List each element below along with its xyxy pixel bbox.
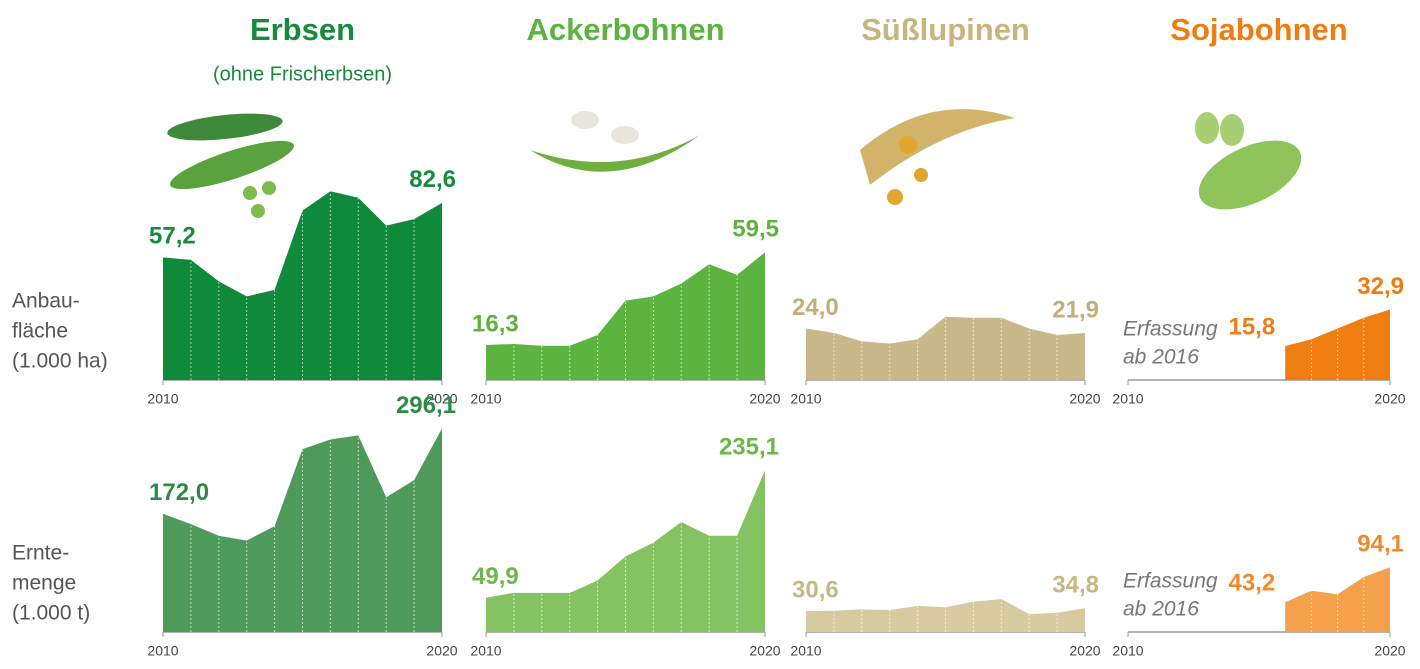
pea xyxy=(251,204,265,218)
soy-bean xyxy=(1220,114,1244,146)
row-label: menge xyxy=(12,572,76,595)
x-tick-label: 2020 xyxy=(749,391,780,407)
note: Erfassung xyxy=(1123,570,1218,593)
bean xyxy=(571,111,599,129)
x-tick-label: 2020 xyxy=(1374,391,1405,407)
soy-bean xyxy=(1195,112,1219,144)
area xyxy=(1285,309,1390,380)
x-tick-label: 2010 xyxy=(147,391,178,407)
x-tick-label: 2020 xyxy=(1069,643,1100,659)
value-label: 30,6 xyxy=(792,576,839,603)
x-tick-label: 2020 xyxy=(1069,391,1100,407)
note: ab 2016 xyxy=(1123,346,1199,369)
x-tick-label: 2010 xyxy=(1112,643,1143,659)
value-label: 57,2 xyxy=(149,223,196,250)
x-tick-label: 2010 xyxy=(470,391,501,407)
lupin-seed xyxy=(914,168,928,182)
x-tick-label: 2010 xyxy=(147,643,178,659)
value-label: 49,9 xyxy=(472,563,519,590)
x-tick-label: 2020 xyxy=(426,391,457,407)
value-label: 59,5 xyxy=(732,216,779,243)
value-label: 94,1 xyxy=(1357,531,1404,558)
x-tick-label: 2010 xyxy=(470,643,501,659)
x-tick-label: 2010 xyxy=(790,643,821,659)
column-title: Süßlupinen xyxy=(861,12,1030,47)
value-label: 24,0 xyxy=(792,294,839,321)
x-tick-label: 2010 xyxy=(1112,391,1143,407)
row-label: (1.000 t) xyxy=(12,602,90,625)
pea xyxy=(262,181,276,195)
area xyxy=(163,191,442,380)
value-label: 21,9 xyxy=(1052,296,1099,323)
lupin-seed xyxy=(899,136,917,154)
value-label: 296,1 xyxy=(396,392,456,419)
column-title: Sojabohnen xyxy=(1170,12,1347,47)
value-label: 82,6 xyxy=(409,166,456,193)
value-label: 43,2 xyxy=(1228,570,1275,597)
pea xyxy=(243,186,257,200)
area xyxy=(486,470,765,632)
area xyxy=(806,316,1085,380)
column-title: Erbsen xyxy=(250,12,355,47)
lupin-pod xyxy=(860,109,1015,185)
x-tick-label: 2010 xyxy=(790,391,821,407)
value-label: 32,9 xyxy=(1357,273,1404,300)
row-label: fläche xyxy=(12,320,68,343)
value-label: 15,8 xyxy=(1228,313,1275,340)
soy-pod xyxy=(1198,140,1302,210)
bean-pod xyxy=(530,135,700,172)
value-label: 235,1 xyxy=(719,434,779,461)
pea-pod xyxy=(167,113,283,141)
note: ab 2016 xyxy=(1123,598,1199,621)
bean xyxy=(611,126,639,144)
value-label: 34,8 xyxy=(1052,571,1099,598)
illustrations xyxy=(167,109,1302,218)
row-label: (1.000 ha) xyxy=(12,350,108,373)
area xyxy=(486,252,765,380)
value-label: 172,0 xyxy=(149,479,209,506)
value-label: 16,3 xyxy=(472,310,519,337)
pea-pod xyxy=(170,140,294,190)
x-tick-label: 2020 xyxy=(1374,643,1405,659)
row-label: Anbau- xyxy=(12,290,80,313)
x-tick-label: 2020 xyxy=(749,643,780,659)
note: Erfassung xyxy=(1123,318,1218,341)
x-tick-label: 2020 xyxy=(426,643,457,659)
lupin-seed xyxy=(887,189,903,205)
row-label: Ernte- xyxy=(12,542,69,565)
column-title: Ackerbohnen xyxy=(526,12,724,47)
column-subtitle: (ohne Frischerbsen) xyxy=(213,63,392,85)
